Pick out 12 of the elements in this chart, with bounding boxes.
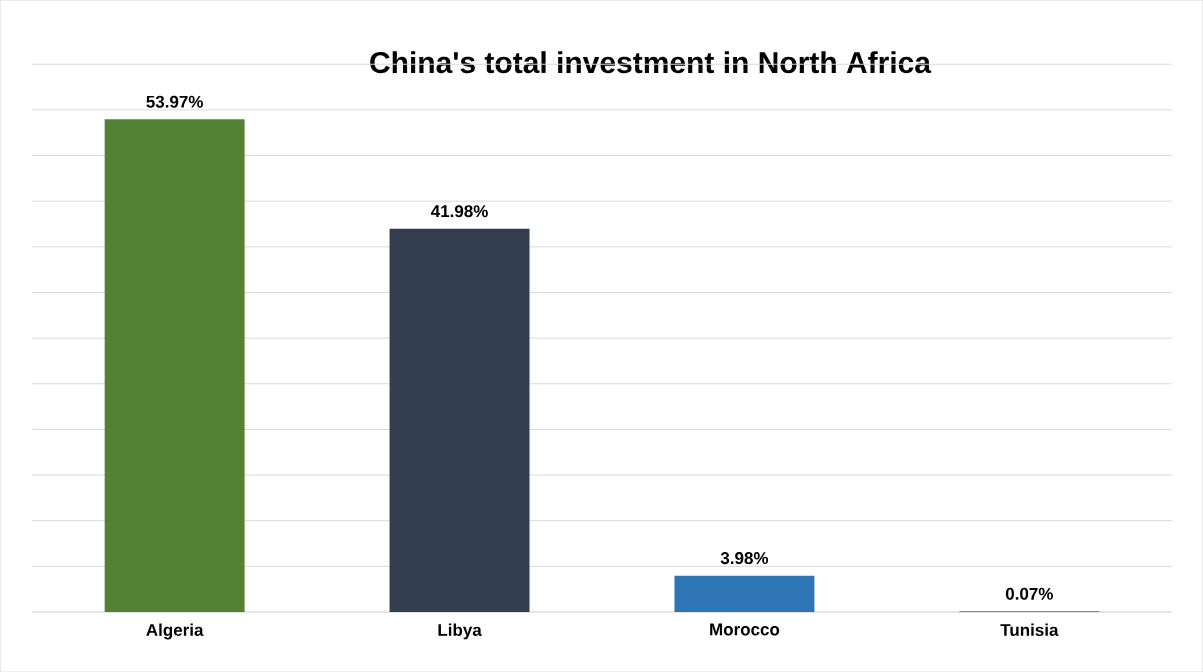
bar [674, 575, 815, 612]
data-label: 0.07% [1005, 587, 1053, 600]
x-tick-label: Morocco [710, 623, 780, 636]
x-tick-label: Libya [438, 623, 482, 640]
data-label: 3.98% [720, 551, 769, 565]
bar [104, 119, 245, 612]
bar [389, 228, 530, 612]
x-tick-label: Tunisia [1000, 623, 1059, 636]
data-label: 53.97% [146, 95, 203, 108]
data-label: 41.98% [430, 205, 488, 218]
chart-title: China's total investment in North Africa [370, 51, 932, 74]
x-tick-label: Algeria [146, 623, 204, 640]
